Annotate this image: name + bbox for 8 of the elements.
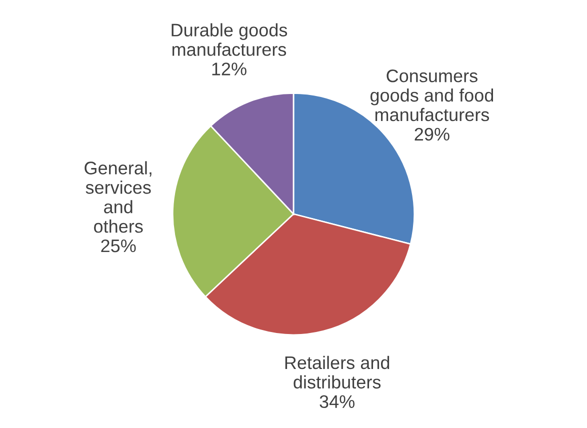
slice-label: Retailers and distributers — [285, 356, 390, 389]
data-label: 12% — [212, 62, 246, 76]
data-label: 34% — [320, 395, 355, 408]
data-label: 29% — [414, 128, 450, 141]
data-label: 25% — [101, 239, 136, 252]
slice-label: Durable goods manufacturers — [172, 23, 288, 56]
slice-label: General, services and others — [84, 161, 152, 233]
slice-label: Consumers goods and food manufacturers — [370, 69, 494, 122]
